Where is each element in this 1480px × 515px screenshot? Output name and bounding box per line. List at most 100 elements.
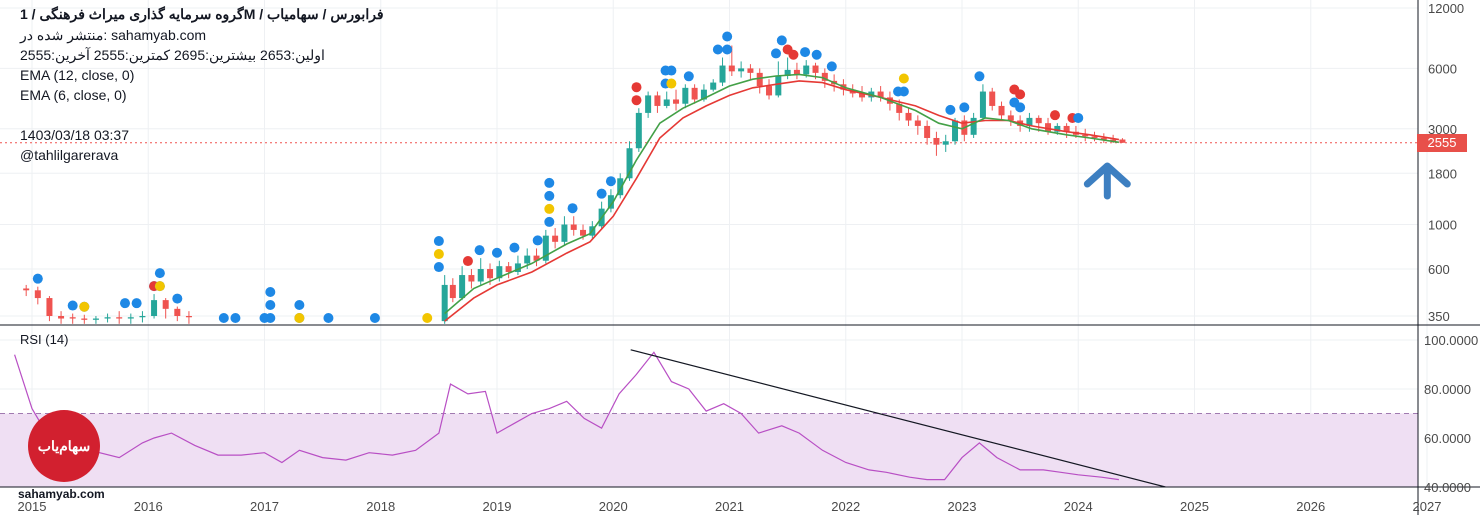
signal-dot xyxy=(712,44,723,55)
signal-dot xyxy=(631,95,642,106)
rsi-tick-label: 40.0000 xyxy=(1424,480,1471,495)
signal-dot xyxy=(898,73,909,84)
signal-dots xyxy=(32,31,1084,323)
candle-body xyxy=(905,112,912,121)
candle-body xyxy=(1110,139,1117,142)
candle-body xyxy=(803,65,810,75)
candle xyxy=(174,306,181,322)
candle-body xyxy=(924,125,931,138)
time-tick-label: 2019 xyxy=(483,499,512,514)
candle xyxy=(1082,128,1089,142)
signal-dot xyxy=(230,313,241,323)
last-price-tag: 2555 xyxy=(1417,134,1467,152)
ohlc-text: اولین:2653 بیشترین:2695 کمترین:2555 آخری… xyxy=(20,47,325,63)
candle-body xyxy=(1082,134,1089,137)
price-tick-label: 3000 xyxy=(1428,122,1457,137)
candle xyxy=(58,311,65,324)
candle xyxy=(127,313,134,324)
ema6-label: EMA (6, close, 0) xyxy=(20,87,127,103)
signal-dot xyxy=(265,287,276,297)
signal-dot xyxy=(1050,110,1060,121)
candle-body xyxy=(1045,123,1052,132)
signal-dot xyxy=(154,281,165,292)
signal-dot xyxy=(605,176,616,187)
candle-body xyxy=(942,141,949,145)
time-tick-label: 2024 xyxy=(1064,499,1093,514)
price-tick-label: 350 xyxy=(1428,309,1450,324)
logo-caption: sahamyab.com xyxy=(18,487,105,501)
candle xyxy=(924,120,931,145)
signal-dot xyxy=(959,102,970,113)
candle-body xyxy=(92,318,99,320)
candle-body xyxy=(738,68,745,72)
signal-dot xyxy=(974,71,985,82)
candle xyxy=(970,112,977,138)
candle xyxy=(998,101,1005,121)
candle-body xyxy=(989,91,996,106)
candle xyxy=(719,57,726,87)
candle-body xyxy=(896,103,903,113)
signal-dot xyxy=(596,188,607,199)
signal-dot xyxy=(544,177,555,188)
signal-dot xyxy=(131,298,142,309)
price-tick-label: 12000 xyxy=(1428,1,1464,16)
candle-body xyxy=(933,137,940,145)
candle-body xyxy=(747,68,754,73)
time-tick-label: 2016 xyxy=(134,499,163,514)
signal-dot xyxy=(544,216,555,227)
candle-body xyxy=(979,91,986,118)
candle xyxy=(570,216,577,236)
signal-dot xyxy=(567,203,578,214)
candle-body xyxy=(127,317,134,319)
signal-dot xyxy=(683,71,694,82)
sahamyab-logo: سهام‌یاب xyxy=(28,410,100,482)
time-tick-label: 2023 xyxy=(948,499,977,514)
candle-body xyxy=(552,235,559,242)
candle-body xyxy=(58,316,65,319)
signal-dot xyxy=(323,313,334,323)
candle-body xyxy=(607,195,614,209)
candle-body xyxy=(700,89,707,100)
time-tick-label: 2018 xyxy=(366,499,395,514)
price-tick-label: 1800 xyxy=(1428,166,1457,181)
candle xyxy=(607,189,614,213)
price-tick-label: 1000 xyxy=(1428,218,1457,233)
candle-body xyxy=(69,317,76,319)
candle-body xyxy=(756,72,763,87)
candle xyxy=(673,89,680,111)
signal-dot xyxy=(788,49,799,60)
candle-body xyxy=(151,300,158,316)
candle xyxy=(654,91,661,113)
signal-dot xyxy=(898,86,909,97)
time-tick-label: 2021 xyxy=(715,499,744,514)
candle xyxy=(793,62,800,80)
candle xyxy=(1100,133,1107,143)
candle-body xyxy=(174,308,181,316)
candles xyxy=(23,45,1126,324)
candle xyxy=(514,255,521,276)
candle-body xyxy=(580,229,587,236)
candle-body xyxy=(775,75,782,96)
candle xyxy=(766,79,773,100)
candle-body xyxy=(459,275,466,299)
signal-dot xyxy=(631,82,642,93)
candle xyxy=(738,61,745,78)
candle-body xyxy=(812,65,819,73)
rsi-line xyxy=(14,351,1119,481)
rsi-tick-label: 60.0000 xyxy=(1424,431,1471,446)
candle xyxy=(896,99,903,121)
candle xyxy=(46,296,53,322)
candle-body xyxy=(514,263,521,272)
up-arrow-icon xyxy=(1083,162,1131,200)
candle xyxy=(682,84,689,109)
time-tick-label: 2015 xyxy=(18,499,47,514)
candle xyxy=(151,294,158,319)
signal-dot xyxy=(544,203,555,214)
candle xyxy=(552,228,559,249)
signal-dot xyxy=(492,247,502,258)
candle xyxy=(756,68,763,94)
candle-body xyxy=(46,298,53,316)
candle-body xyxy=(533,255,540,261)
candle xyxy=(441,275,448,324)
